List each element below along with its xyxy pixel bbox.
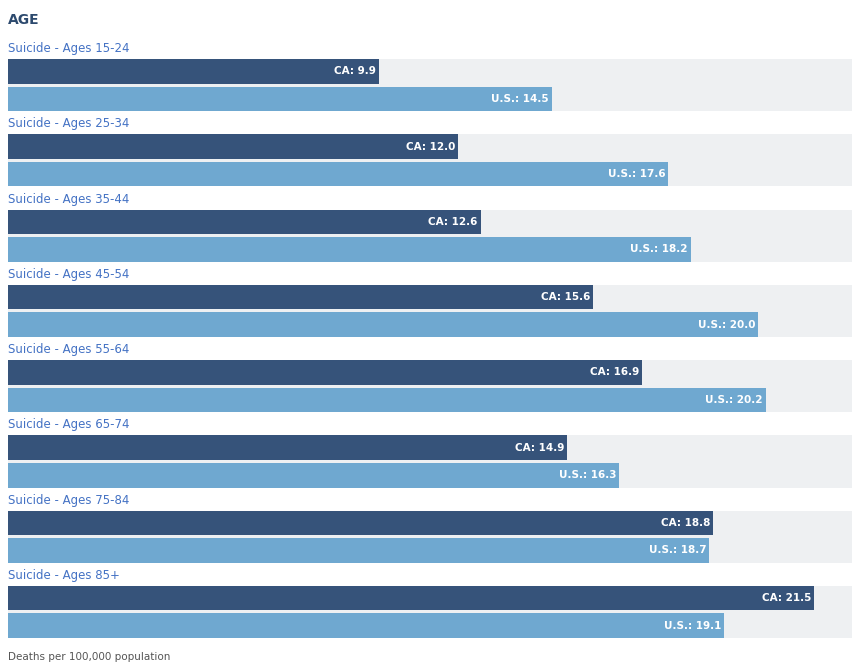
Text: Suicide - Ages 55-64: Suicide - Ages 55-64 — [8, 343, 129, 356]
Text: Deaths per 100,000 population: Deaths per 100,000 population — [8, 652, 170, 662]
Text: U.S.: 20.2: U.S.: 20.2 — [705, 395, 763, 405]
Text: U.S.: 19.1: U.S.: 19.1 — [664, 621, 722, 631]
Text: U.S.: 17.6: U.S.: 17.6 — [607, 169, 665, 179]
Text: CA: 12.6: CA: 12.6 — [428, 217, 477, 227]
Text: CA: 9.9: CA: 9.9 — [335, 66, 377, 76]
Text: Suicide - Ages 75-84: Suicide - Ages 75-84 — [8, 494, 129, 506]
Text: CA: 16.9: CA: 16.9 — [590, 367, 639, 377]
Text: Suicide - Ages 45-54: Suicide - Ages 45-54 — [8, 268, 129, 281]
Text: Suicide - Ages 35-44: Suicide - Ages 35-44 — [8, 193, 129, 205]
Text: CA: 21.5: CA: 21.5 — [762, 593, 812, 603]
Text: CA: 15.6: CA: 15.6 — [541, 292, 590, 302]
Text: CA: 14.9: CA: 14.9 — [514, 443, 564, 453]
Text: CA: 18.8: CA: 18.8 — [660, 518, 710, 528]
Text: Suicide - Ages 85+: Suicide - Ages 85+ — [8, 569, 120, 582]
Text: AGE: AGE — [8, 13, 40, 27]
Text: Suicide - Ages 65-74: Suicide - Ages 65-74 — [8, 418, 130, 432]
Text: U.S.: 18.7: U.S.: 18.7 — [648, 545, 706, 555]
Text: U.S.: 18.2: U.S.: 18.2 — [630, 244, 688, 254]
Text: U.S.: 14.5: U.S.: 14.5 — [491, 94, 549, 104]
Text: CA: 12.0: CA: 12.0 — [406, 142, 455, 152]
Text: Suicide - Ages 25-34: Suicide - Ages 25-34 — [8, 117, 129, 130]
Text: Suicide - Ages 15-24: Suicide - Ages 15-24 — [8, 42, 130, 55]
Text: U.S.: 20.0: U.S.: 20.0 — [697, 320, 755, 330]
Text: U.S.: 16.3: U.S.: 16.3 — [559, 470, 617, 480]
